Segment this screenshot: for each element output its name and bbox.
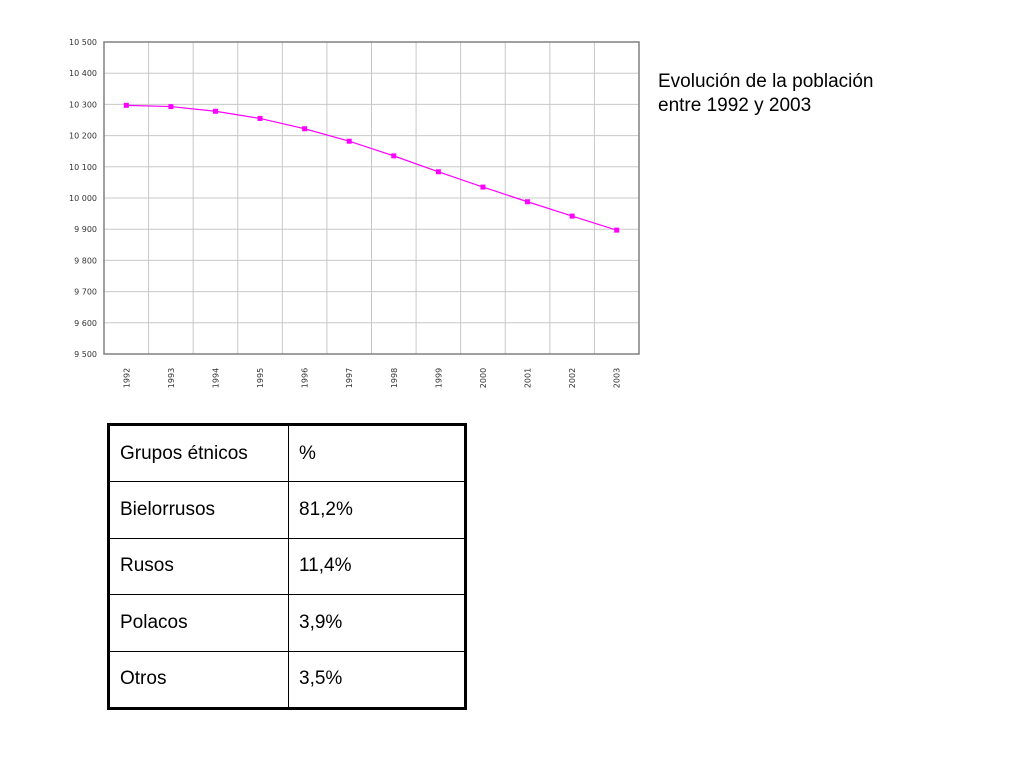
table-header-row: Grupos étnicos % [108, 423, 466, 483]
x-tick-label: 2001 [524, 368, 533, 388]
y-axis-tick-labels: 9 500 9 600 9 700 9 800 9 900 10 000 10 100 10 … [69, 38, 97, 359]
data-point [435, 169, 441, 175]
x-tick-label: 1992 [122, 368, 131, 388]
cell-group-name: Rusos [108, 537, 289, 596]
data-point [302, 126, 308, 132]
population-line-chart: 9 500 9 600 9 700 9 800 9 900 10 000 10 100 10 … [69, 38, 640, 388]
x-tick-label: 1999 [434, 368, 443, 388]
data-point [257, 115, 263, 121]
y-tick-label: 10 000 [69, 194, 97, 203]
chart-grid [103, 41, 640, 355]
table-row: Bielorrusos 81,2% [108, 481, 466, 539]
data-point [480, 184, 486, 190]
cell-group-name: Otros [108, 650, 289, 710]
y-tick-label: 10 300 [69, 100, 97, 109]
data-point [614, 227, 620, 233]
table-row: Otros 3,5% [108, 650, 466, 710]
y-tick-label: 9 800 [74, 256, 97, 265]
x-tick-label: 2003 [613, 368, 622, 388]
data-point [212, 108, 218, 114]
y-tick-label: 9 600 [74, 319, 97, 328]
x-tick-label: 1993 [167, 368, 176, 388]
caption-line-1: Evolución de la población [658, 71, 874, 92]
y-tick-label: 10 500 [69, 38, 97, 47]
chart-caption: Evolución de la población entre 1992 y 2… [658, 70, 874, 118]
series-line [126, 104, 617, 231]
data-point [346, 138, 352, 144]
table-row: Polacos 3,9% [108, 594, 466, 652]
y-tick-label: 9 700 [74, 288, 97, 297]
y-tick-label: 9 500 [74, 350, 97, 359]
y-tick-label: 9 900 [74, 225, 97, 234]
cell-group-name: Polacos [108, 594, 289, 652]
x-tick-label: 1995 [256, 368, 265, 388]
data-point [569, 213, 575, 219]
x-tick-label: 1994 [211, 368, 220, 388]
ethnic-groups-table: Grupos étnicos % Bielorrusos 81,2% Rusos… [107, 423, 467, 710]
x-axis-tick-labels: 1992 1993 1994 1995 1996 1997 1998 1999 2000 2001… [122, 368, 621, 388]
caption-line-2: entre 1992 y 2003 [658, 95, 812, 116]
x-tick-label: 1996 [301, 368, 310, 388]
x-tick-label: 1997 [345, 368, 354, 388]
cell-percent: 81,2% [288, 481, 466, 539]
data-point [391, 153, 397, 159]
cell-percent: 11,4% [288, 537, 466, 596]
data-point [168, 104, 174, 110]
plot-frame [103, 41, 640, 355]
y-tick-label: 10 400 [69, 69, 97, 78]
cell-percent: 3,5% [288, 650, 466, 710]
cell-percent: 3,9% [288, 594, 466, 652]
y-tick-label: 10 200 [69, 132, 97, 141]
population-series [123, 102, 620, 233]
data-point [525, 199, 531, 205]
y-tick-label: 10 100 [69, 163, 97, 172]
header-cell-group: Grupos étnicos [108, 423, 289, 483]
x-tick-label: 2000 [479, 368, 488, 388]
table-row: Rusos 11,4% [108, 537, 466, 596]
x-tick-label: 2002 [568, 368, 577, 388]
x-tick-label: 1998 [390, 368, 399, 388]
header-cell-percent: % [288, 423, 466, 483]
data-point [123, 102, 129, 108]
cell-group-name: Bielorrusos [108, 481, 289, 539]
